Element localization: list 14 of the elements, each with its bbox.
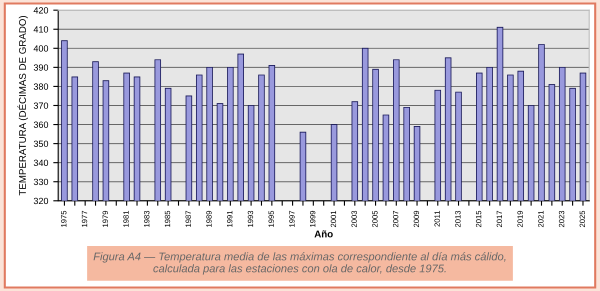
y-tick-label: 320	[34, 198, 48, 204]
y-tick-label: 370	[34, 102, 48, 109]
y-tick-label: 360	[34, 122, 48, 128]
y-tick-label: 400	[34, 45, 48, 52]
y-tick-label: 340	[34, 160, 48, 166]
x-axis-title: Año	[314, 230, 333, 238]
y-tick-label: 380	[34, 83, 48, 90]
y-tick-label: 390	[34, 64, 48, 71]
text: Figura A4 — Temperatura media de las máximas correspondiente al día más cálido, calculada para las estaciones con ola de calor, desde 1975.	[94, 252, 506, 275]
y-tick-label: 410	[34, 26, 48, 33]
y-tick-label: 330	[34, 178, 48, 186]
y-tick-label: 420	[34, 7, 48, 14]
y-tick-label: 350	[34, 140, 48, 147]
y-axis-title: TEMPERATURA (DÉCIMAS DE GRADO)	[17, 16, 28, 196]
